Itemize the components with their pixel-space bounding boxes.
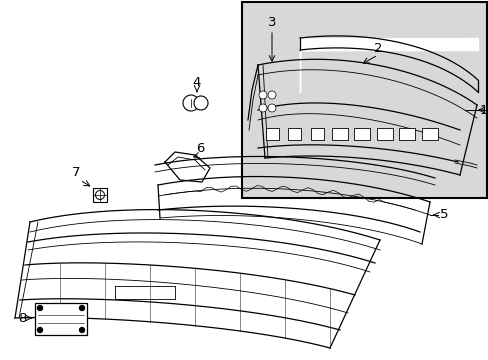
Text: 1: 1 (479, 104, 487, 117)
Bar (93, 188, 107, 202)
Text: 3: 3 (267, 15, 276, 28)
Bar (331, 128, 347, 140)
Bar (310, 128, 323, 140)
Bar (287, 128, 301, 140)
Circle shape (38, 328, 42, 333)
Circle shape (80, 306, 84, 310)
Text: 5: 5 (439, 208, 447, 221)
Circle shape (80, 328, 84, 333)
Text: 7: 7 (72, 166, 80, 180)
Polygon shape (164, 152, 209, 182)
Circle shape (259, 91, 266, 99)
Bar (376, 128, 392, 140)
Circle shape (267, 104, 275, 112)
Bar (421, 128, 437, 140)
Text: 4: 4 (192, 76, 201, 89)
Circle shape (194, 96, 207, 110)
Circle shape (95, 190, 104, 199)
Text: 2: 2 (373, 41, 382, 54)
Bar (399, 128, 415, 140)
Text: 8: 8 (18, 311, 26, 324)
Bar (35, 303, 87, 335)
Circle shape (38, 306, 42, 310)
Circle shape (183, 95, 199, 111)
Circle shape (259, 104, 266, 112)
Circle shape (267, 91, 275, 99)
Text: 6: 6 (195, 141, 204, 154)
Bar (354, 128, 369, 140)
Bar (265, 128, 278, 140)
Bar (242, 2, 486, 198)
